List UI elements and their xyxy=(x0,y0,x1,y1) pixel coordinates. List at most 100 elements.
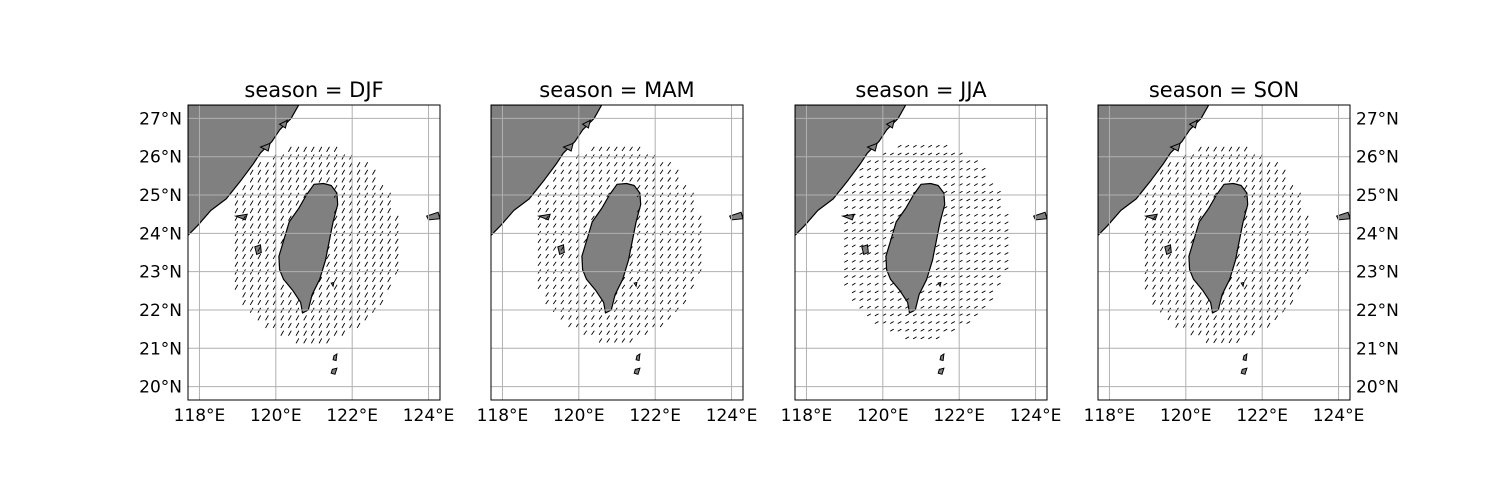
vector-arrow xyxy=(981,252,986,255)
vector-arrow xyxy=(288,162,292,168)
vector-arrow xyxy=(280,162,284,168)
vector-arrow xyxy=(867,190,871,194)
vector-arrow xyxy=(333,207,338,214)
y-tick-label: 25°N xyxy=(139,186,182,206)
vector-arrow xyxy=(859,198,864,202)
vector-arrow xyxy=(912,183,917,186)
vector-arrow xyxy=(545,261,549,266)
vector-arrow xyxy=(303,162,307,168)
vector-arrow xyxy=(395,238,399,244)
vector-arrow xyxy=(890,198,894,202)
vector-arrow xyxy=(905,321,910,324)
vector-arrow xyxy=(265,215,269,221)
vector-arrow xyxy=(591,185,595,190)
vector-arrow xyxy=(265,169,269,175)
vector-arrow xyxy=(234,284,239,290)
vector-arrow xyxy=(303,315,307,321)
vector-arrow xyxy=(1244,207,1248,213)
vector-arrow xyxy=(943,282,948,286)
vector-arrow xyxy=(598,185,603,190)
vector-arrow xyxy=(1274,315,1278,321)
vector-arrow xyxy=(859,290,864,294)
vector-arrow xyxy=(1152,207,1156,213)
vector-arrow xyxy=(912,152,917,156)
x-tick-label: 124°E xyxy=(706,406,758,426)
vector-arrow xyxy=(943,190,948,194)
vector-arrow xyxy=(851,252,856,255)
vector-arrow xyxy=(920,336,925,340)
vector-arrow xyxy=(1152,276,1156,282)
vector-arrow xyxy=(690,215,694,221)
vector-arrow xyxy=(614,338,618,343)
vector-arrow xyxy=(583,330,587,335)
vector-arrow xyxy=(1236,146,1240,152)
vector-arrow xyxy=(1289,276,1294,282)
vector-arrow xyxy=(372,223,376,229)
vector-arrow xyxy=(958,321,963,324)
vector-arrow xyxy=(920,175,925,179)
vector-arrow xyxy=(667,315,671,320)
vector-arrow xyxy=(667,215,671,221)
vector-arrow xyxy=(318,146,323,152)
vector-arrow xyxy=(966,221,971,225)
vector-arrow xyxy=(874,175,879,179)
vector-arrow xyxy=(1175,215,1179,221)
x-tick-label: 120°E xyxy=(553,406,605,426)
vector-arrow xyxy=(874,313,879,317)
vector-arrow xyxy=(659,315,664,320)
vector-arrow xyxy=(912,144,917,148)
vector-arrow xyxy=(1266,238,1271,244)
vector-arrow xyxy=(568,292,572,297)
vector-arrow xyxy=(928,175,933,179)
vector-arrow xyxy=(333,284,338,290)
islet-1 xyxy=(861,244,869,256)
vector-arrow xyxy=(591,207,595,213)
vector-arrow xyxy=(280,223,284,229)
vector-arrow xyxy=(951,321,955,324)
vector-arrow xyxy=(897,167,902,171)
vector-arrow xyxy=(958,305,963,309)
vector-arrow xyxy=(905,183,910,186)
vector-arrow xyxy=(318,162,323,168)
vector-arrow xyxy=(690,276,694,282)
vector-arrow xyxy=(675,276,679,282)
vector-arrow xyxy=(1160,238,1164,244)
vector-arrow xyxy=(234,238,239,244)
vector-arrow xyxy=(1160,200,1164,206)
vector-arrow xyxy=(257,223,261,229)
vector-arrow xyxy=(372,253,376,260)
x-tick-label: 124°E xyxy=(1010,406,1062,426)
vector-arrow xyxy=(890,290,894,294)
vector-arrow xyxy=(356,169,361,175)
vector-arrow xyxy=(1266,177,1271,183)
vector-arrow xyxy=(644,223,648,228)
vector-arrow xyxy=(598,162,603,167)
vector-arrow xyxy=(257,315,261,321)
vector-arrow xyxy=(644,253,648,259)
vector-arrow xyxy=(958,175,963,179)
vector-arrow xyxy=(1144,238,1149,244)
vector-arrow xyxy=(364,185,368,191)
vector-arrow xyxy=(553,246,557,251)
vector-arrow xyxy=(890,167,894,171)
vector-arrow xyxy=(614,146,618,152)
vector-arrow xyxy=(1167,253,1171,259)
vector-arrow xyxy=(1167,169,1171,175)
vector-arrow xyxy=(928,328,933,332)
vector-arrow xyxy=(637,315,641,320)
vector-arrow xyxy=(326,177,330,183)
vector-arrow xyxy=(1175,276,1179,282)
vector-arrow xyxy=(966,213,971,217)
vector-arrow xyxy=(1213,315,1217,321)
vector-arrow xyxy=(1236,322,1240,328)
vector-arrow xyxy=(1228,315,1233,321)
vector-arrow xyxy=(851,282,856,286)
vector-arrow xyxy=(1190,299,1194,305)
vector-arrow xyxy=(621,330,626,335)
vector-arrow xyxy=(257,238,261,244)
vector-arrow xyxy=(265,284,269,290)
vector-arrow xyxy=(1244,276,1248,282)
vector-arrow xyxy=(943,267,948,271)
vector-arrow xyxy=(568,261,572,266)
vector-arrow xyxy=(356,246,361,252)
